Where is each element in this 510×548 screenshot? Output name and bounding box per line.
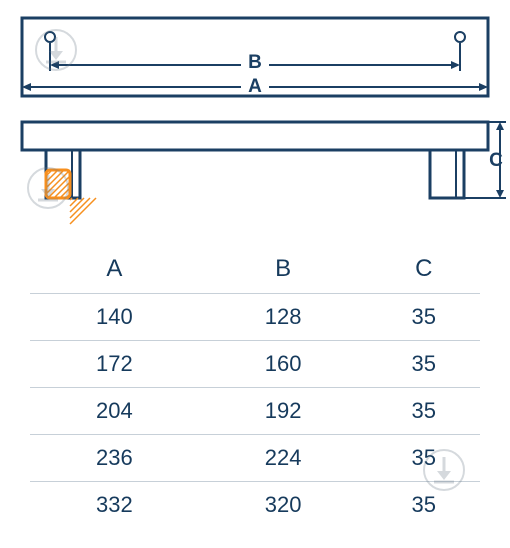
svg-text:A: A xyxy=(248,76,262,97)
table-header-row: A B C xyxy=(30,245,480,294)
table-cell: 35 xyxy=(367,435,480,482)
table-cell: 35 xyxy=(367,388,480,435)
col-header-B: B xyxy=(199,245,368,294)
table-row: 14012835 xyxy=(30,294,480,341)
table-cell: 332 xyxy=(30,482,199,529)
technical-diagram: BA C xyxy=(0,0,510,235)
table-cell: 204 xyxy=(30,388,199,435)
dimensions-table: A B C 1401283517216035204192352362243533… xyxy=(0,245,510,528)
table-cell: 128 xyxy=(199,294,368,341)
table-cell: 35 xyxy=(367,294,480,341)
svg-text:C: C xyxy=(489,150,503,171)
table-cell: 236 xyxy=(30,435,199,482)
table-row: 23622435 xyxy=(30,435,480,482)
table-cell: 224 xyxy=(199,435,368,482)
col-header-C: C xyxy=(367,245,480,294)
table-cell: 35 xyxy=(367,482,480,529)
table-cell: 320 xyxy=(199,482,368,529)
table-cell: 35 xyxy=(367,341,480,388)
table-cell: 160 xyxy=(199,341,368,388)
table-row: 33232035 xyxy=(30,482,480,529)
table-row: 20419235 xyxy=(30,388,480,435)
table-cell: 172 xyxy=(30,341,199,388)
table-cell: 140 xyxy=(30,294,199,341)
col-header-A: A xyxy=(30,245,199,294)
svg-text:B: B xyxy=(248,52,262,73)
table-cell: 192 xyxy=(199,388,368,435)
table-row: 17216035 xyxy=(30,341,480,388)
